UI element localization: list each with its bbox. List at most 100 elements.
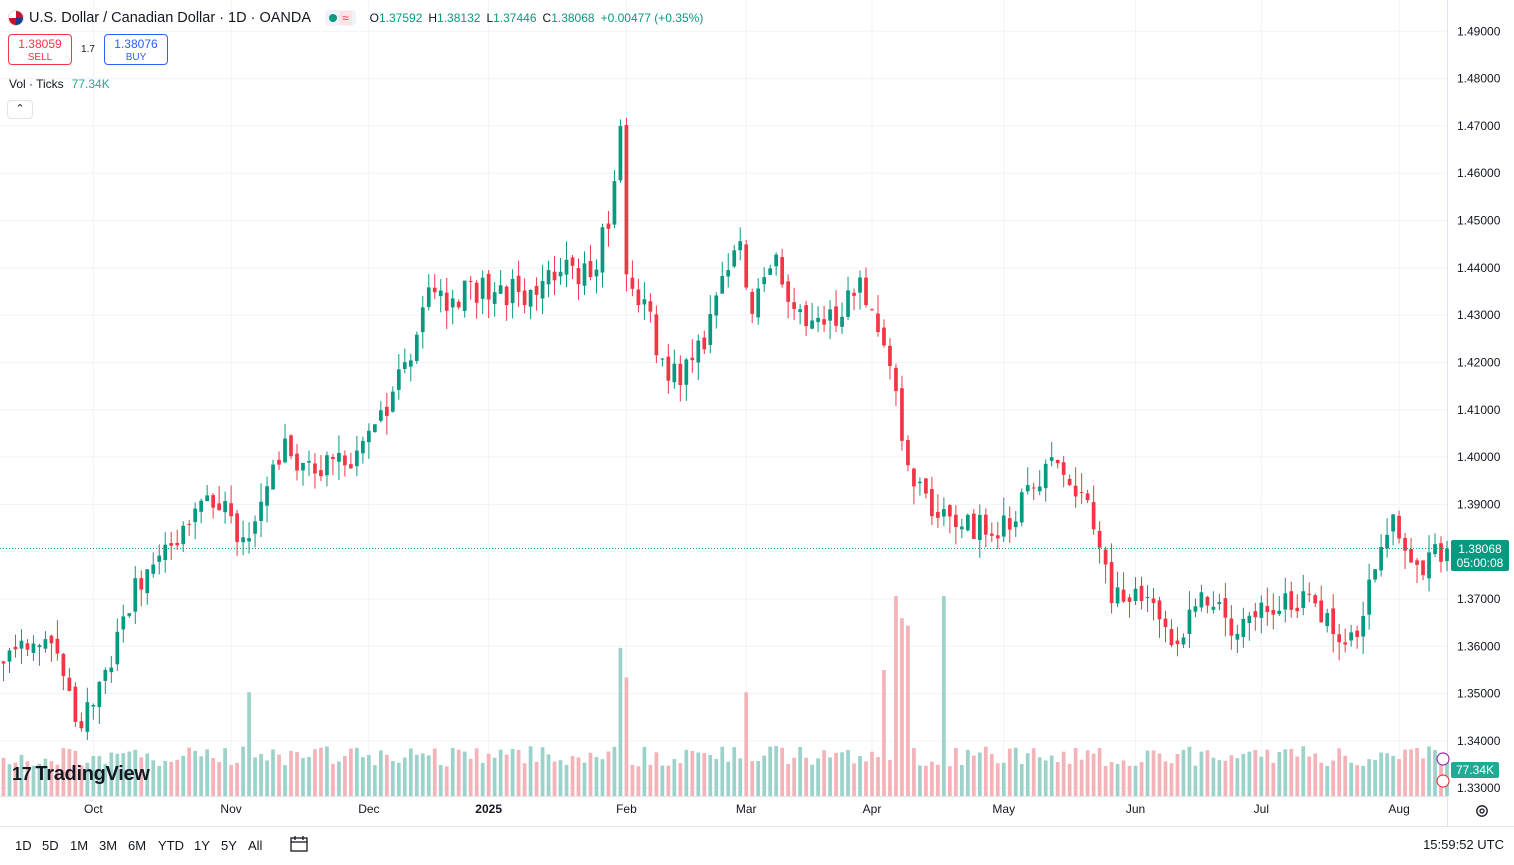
candle-body: [205, 495, 210, 502]
volume-bar: [1037, 757, 1042, 796]
timeframe-5y[interactable]: 5Y: [221, 838, 237, 853]
candle-body: [313, 463, 317, 474]
candle-body: [145, 569, 150, 594]
candle-body: [187, 523, 192, 525]
volume-bar: [1133, 765, 1138, 796]
buy-button[interactable]: 1.38076 BUY: [104, 34, 168, 65]
volume-bar: [468, 758, 473, 796]
timeframe-all[interactable]: All: [248, 838, 263, 853]
candle-body: [13, 646, 18, 650]
price-tick-label: 1.49000: [1457, 24, 1501, 38]
ohlc-values: O1.37592 H1.38132 L1.37446 C1.38068 +0.0…: [370, 11, 704, 25]
candle-body: [846, 290, 850, 317]
candle-body: [157, 555, 162, 562]
alert-icons[interactable]: [1436, 750, 1450, 794]
timeframe-6m[interactable]: 6M: [128, 838, 147, 853]
price-axis[interactable]: 1.49000 1.48000 1.47000 1.46000 1.45000 1.440…: [1457, 24, 1501, 795]
candle-body: [49, 635, 54, 644]
usd-cad-flag-icon: [8, 10, 24, 26]
volume-bar: [906, 625, 910, 796]
volume-bar: [528, 746, 533, 796]
candle-body: [834, 306, 838, 326]
volume-bar: [732, 747, 737, 796]
spread-value: 1.7: [81, 44, 95, 55]
timeframe-1d[interactable]: 1D: [15, 838, 32, 853]
time-tick-label: Dec: [358, 802, 379, 816]
candle-body: [1175, 640, 1180, 645]
candle-body: [912, 468, 916, 487]
collapse-legend-button[interactable]: ⌃: [7, 100, 33, 119]
event-icon[interactable]: [1436, 774, 1450, 788]
candle-body: [1277, 610, 1282, 614]
candle-body: [151, 564, 156, 574]
volume-bar: [1313, 753, 1318, 796]
settings-gear-icon[interactable]: [1474, 803, 1490, 819]
volume-bar: [390, 761, 395, 796]
volume-bar: [1331, 760, 1336, 796]
volume-bar: [145, 753, 150, 796]
volume-bars: [1, 596, 1449, 796]
volume-bar: [492, 757, 497, 796]
timeframe-5d[interactable]: 5D: [42, 838, 59, 853]
volume-bar: [504, 754, 509, 796]
volume-bar: [187, 747, 192, 796]
tradingview-logo[interactable]: 17 TradingView: [12, 763, 150, 786]
utc-clock[interactable]: 15:59:52 UTC: [1423, 837, 1504, 852]
volume-legend[interactable]: Vol · Ticks 77.34K: [9, 77, 110, 91]
price-tick-label: 1.41000: [1457, 403, 1501, 417]
volume-bar: [912, 748, 916, 796]
volume-bar: [977, 752, 982, 796]
symbol-title[interactable]: U.S. Dollar / Canadian Dollar · 1D · OAN…: [29, 10, 312, 26]
time-axis[interactable]: Oct Nov Dec 2025 Feb Mar Apr May Jun Jul Aug: [84, 802, 1410, 816]
candle-body: [798, 309, 802, 313]
volume-bar: [307, 756, 311, 796]
volume-bar: [396, 762, 401, 796]
volume-bar: [1073, 747, 1078, 796]
candle-body: [1043, 463, 1048, 489]
volume-bar: [959, 764, 964, 796]
volume-bar: [1391, 755, 1395, 796]
volume-bar: [91, 755, 96, 796]
volume-bar: [540, 747, 545, 796]
timeframe-ytd[interactable]: YTD: [158, 838, 184, 853]
candle-body: [738, 241, 743, 251]
candle-body: [307, 461, 311, 463]
volume-bar: [343, 756, 347, 796]
volume-bar: [648, 764, 653, 796]
close-label: C: [542, 11, 552, 25]
volume-bar: [1025, 753, 1030, 796]
volume-bar: [1031, 748, 1036, 796]
high-value: 1.38132: [437, 11, 481, 25]
volume-bar: [355, 747, 359, 796]
sell-button[interactable]: 1.38059 SELL: [8, 34, 72, 65]
timeframe-1m[interactable]: 1M: [70, 838, 89, 853]
volume-bar: [690, 750, 695, 796]
candle-body: [528, 289, 533, 307]
candle-body: [1253, 611, 1258, 618]
candle-body: [163, 544, 168, 560]
candle-body: [576, 268, 581, 285]
volume-bar: [1385, 753, 1389, 796]
candle-body: [432, 287, 437, 293]
volume-bar: [175, 759, 180, 796]
volume-bar: [828, 757, 832, 796]
alert-icon[interactable]: [1436, 752, 1450, 766]
volume-bar: [271, 749, 275, 796]
timeframe-1y[interactable]: 1Y: [194, 838, 210, 853]
market-status[interactable]: ≈: [325, 10, 356, 26]
candle-body: [1433, 544, 1437, 555]
candle-body: [1073, 485, 1078, 497]
candle-body: [73, 686, 78, 722]
high-label: H: [428, 11, 438, 25]
candle-body: [402, 362, 407, 369]
candle-body: [1037, 486, 1042, 492]
date-range-calendar-icon[interactable]: [289, 835, 309, 853]
volume-bar: [588, 752, 593, 796]
candle-body: [498, 285, 503, 294]
volume-bar: [1067, 763, 1072, 796]
volume-bar: [618, 647, 623, 796]
volume-bar: [702, 753, 707, 796]
candle-body: [684, 359, 689, 385]
timeframe-3m[interactable]: 3M: [99, 838, 118, 853]
